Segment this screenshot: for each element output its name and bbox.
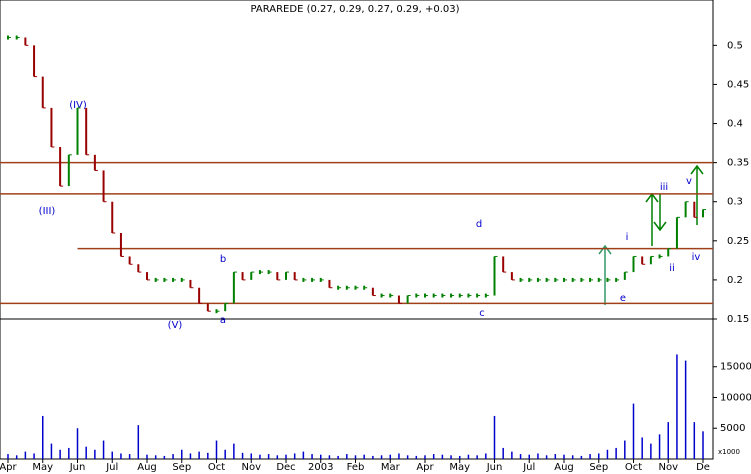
annotation: (IV)	[69, 100, 87, 111]
x-tick-label: Apr	[0, 462, 18, 473]
y-tick-label: 0.45	[727, 79, 749, 90]
annotation: (V)	[168, 320, 183, 331]
annotation: ii	[669, 263, 675, 274]
y-tick-label: 0.25	[727, 236, 749, 247]
annotation: (III)	[39, 206, 56, 217]
x-tick-label: Feb	[347, 462, 365, 473]
arrow	[645, 192, 659, 246]
y-tick-label: 0.4	[727, 119, 743, 130]
x-tick-label: Oct	[625, 462, 642, 473]
annotation: b	[220, 254, 226, 265]
frame	[0, 0, 714, 460]
x-tick-label: Jun	[69, 462, 86, 473]
x-tick-label: May	[449, 462, 470, 473]
x-tick-label: Dec	[276, 462, 295, 473]
x-tick-label: De	[696, 462, 710, 473]
x-tick-label: Nov	[241, 462, 261, 473]
arrows	[598, 164, 704, 305]
annotation: e	[620, 293, 626, 304]
annotation: c	[479, 308, 485, 319]
x-tick-label: Jul	[522, 462, 535, 473]
y2-tick-label: 10000	[720, 392, 751, 403]
chart-title: PARAREDE (0.27, 0.29, 0.27, 0.29, +0.03)	[250, 4, 459, 15]
y-tick-label: 0.5	[727, 40, 743, 51]
x-tick-label: Jun	[486, 462, 503, 473]
x-tick-label: Oct	[208, 462, 225, 473]
x-tick-label: Jul	[105, 462, 118, 473]
x-tick-label: Aug	[137, 462, 157, 473]
x-tick-label: May	[32, 462, 53, 473]
x-tick-label: Aug	[554, 462, 574, 473]
annotation: a	[220, 315, 226, 326]
x-tick-label: Sep	[589, 462, 608, 473]
y2-tick-label: 5000	[720, 423, 745, 434]
y2-tick-label: 15000	[720, 362, 751, 373]
annotation: iv	[692, 252, 701, 263]
x-tick-label: Apr	[416, 462, 434, 473]
x-tick-label: Mar	[381, 462, 401, 473]
annotation: v	[686, 176, 692, 187]
y2-axis-label: x1000	[718, 448, 740, 456]
annotation: i	[626, 232, 629, 243]
arrow	[653, 194, 667, 232]
y-tick-label: 0.2	[727, 275, 743, 286]
y-tick-label: 0.35	[727, 158, 749, 169]
arrow	[690, 164, 704, 225]
y-tick-label: 0.3	[727, 197, 743, 208]
annotation: iii	[660, 182, 668, 193]
x-tick-label: 2003	[308, 462, 333, 473]
annotation: d	[476, 219, 482, 230]
y-tick-label: 0.15	[727, 314, 749, 325]
x-tick-label: Sep	[172, 462, 191, 473]
x-tick-label: Nov	[658, 462, 678, 473]
arrow	[598, 244, 612, 305]
